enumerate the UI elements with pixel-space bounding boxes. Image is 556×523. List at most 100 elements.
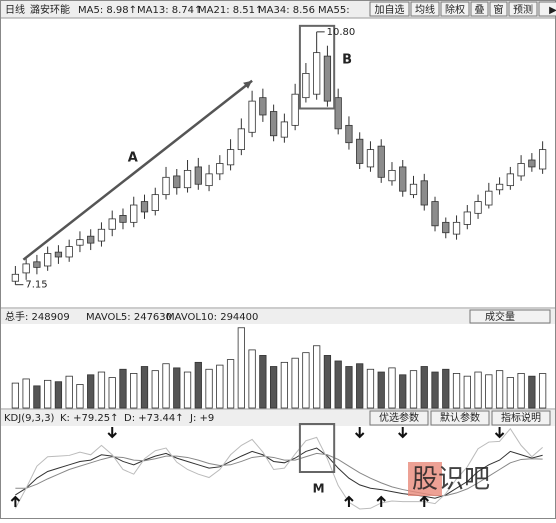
candle-body: [237, 128, 245, 151]
candle-body: [226, 149, 235, 166]
kdj-line: [15, 452, 543, 497]
toolbar-label[interactable]: 加自选: [375, 3, 405, 16]
toolbar-button[interactable]: [410, 1, 440, 17]
toolbar-button[interactable]: [369, 1, 410, 17]
toolbar-label[interactable]: ▶|▼: [549, 5, 556, 16]
ma-indicator: MA55:: [318, 5, 350, 16]
volume-bar: [345, 366, 353, 409]
volume-bar: [463, 375, 471, 409]
annotation-b: B: [342, 52, 352, 67]
signal-arrow: [344, 495, 354, 507]
candle-body: [431, 201, 439, 227]
candle-body: [183, 169, 192, 189]
kdj-indicator: D: +73.44↑: [124, 413, 184, 424]
volume-bar: [485, 374, 493, 409]
volume-bar: [409, 370, 418, 409]
volume-bar: [54, 381, 63, 409]
toolbar-label[interactable]: 预测: [513, 3, 533, 16]
volume-bar: [291, 357, 299, 409]
candle-body: [173, 175, 181, 189]
candle-body: [442, 221, 450, 234]
volume-bar: [506, 377, 514, 409]
candle-body: [388, 169, 396, 182]
volume-bar: [237, 327, 245, 409]
volume-dropdown[interactable]: [469, 309, 551, 324]
volume-bar: [517, 373, 525, 409]
toolbar-label[interactable]: 除权: [445, 3, 465, 16]
toolbar-button[interactable]: [538, 1, 556, 17]
candle-body: [33, 261, 41, 268]
volume-bar: [119, 368, 127, 409]
watermark: 股识吧: [412, 465, 490, 495]
toolbar-button[interactable]: [470, 1, 489, 17]
ma-indicator: MA5: 8.98↑: [78, 5, 137, 16]
ma-indicator: MA34: 8.56: [258, 5, 315, 16]
signal-arrow: [107, 427, 117, 439]
volume-bar: [205, 368, 213, 409]
volume-bar: [388, 367, 396, 409]
kdj-button-label[interactable]: 默认参数: [440, 411, 480, 424]
kdj-button[interactable]: [369, 410, 429, 426]
volume-bar: [226, 359, 235, 409]
volume-bar: [151, 370, 159, 409]
signal-arrow: [10, 495, 21, 507]
highlight-box-b: [298, 24, 336, 110]
toolbar-button[interactable]: [508, 1, 538, 17]
volume-bar: [302, 352, 310, 409]
kdj-button-label[interactable]: 优选参数: [379, 411, 419, 424]
candle-body: [140, 201, 149, 213]
toolbar-label[interactable]: 均线: [415, 3, 435, 16]
volume-bar: [173, 367, 181, 409]
signal-arrow: [376, 495, 386, 507]
candle-body: [528, 159, 536, 168]
volume-bar: [65, 375, 73, 409]
toolbar-button[interactable]: [440, 1, 470, 17]
kdj-button[interactable]: [491, 410, 551, 426]
high-label: 10.80: [327, 27, 356, 38]
candle-body: [485, 190, 493, 206]
candle-body: [54, 251, 63, 258]
volume-bar: [323, 355, 332, 409]
candle-body: [474, 201, 482, 214]
candle-body: [345, 124, 353, 144]
period-label: 日线: [5, 3, 25, 16]
kdj-button-label[interactable]: 指标说明: [501, 411, 541, 424]
volume-bar: [431, 371, 439, 409]
volume-bar: [130, 373, 138, 409]
candle-body: [495, 183, 504, 191]
watermark-box: [408, 462, 442, 496]
kdj-button[interactable]: [430, 410, 490, 426]
candle-body: [356, 138, 364, 164]
ma-indicator: MA21: 8.51↑: [198, 5, 263, 16]
candle-body: [452, 221, 461, 235]
candle-body: [377, 145, 385, 178]
volume-bar: [538, 373, 547, 409]
volume-bar: [528, 375, 536, 409]
trend-arrowhead: [243, 80, 253, 89]
toolbar-label[interactable]: 叠: [475, 4, 485, 16]
volume-bar: [280, 361, 289, 409]
candle-body: [538, 149, 547, 170]
candle-body: [399, 166, 407, 192]
toolbar-label[interactable]: 窗: [494, 3, 504, 16]
candle-body: [162, 176, 170, 196]
candle-body: [11, 273, 20, 282]
toolbar-button[interactable]: [489, 1, 508, 17]
candle-body: [280, 121, 289, 138]
candle-body: [323, 55, 332, 102]
volume-bar: [442, 368, 450, 409]
volume-bar: [474, 371, 482, 409]
candle-body: [119, 215, 127, 223]
volume-indicator: 总手: 248909: [5, 310, 70, 323]
volume-dropdown-label[interactable]: 成交量: [485, 310, 515, 323]
candle-body: [291, 93, 299, 126]
candle-body: [302, 73, 310, 99]
candle-body: [87, 235, 95, 244]
candle-body: [65, 246, 73, 258]
volume-bar: [22, 378, 30, 409]
volume-bar: [140, 366, 149, 409]
candle-body: [334, 97, 342, 130]
stock-name: 潞安环能: [30, 3, 70, 16]
volume-bar: [44, 379, 52, 409]
